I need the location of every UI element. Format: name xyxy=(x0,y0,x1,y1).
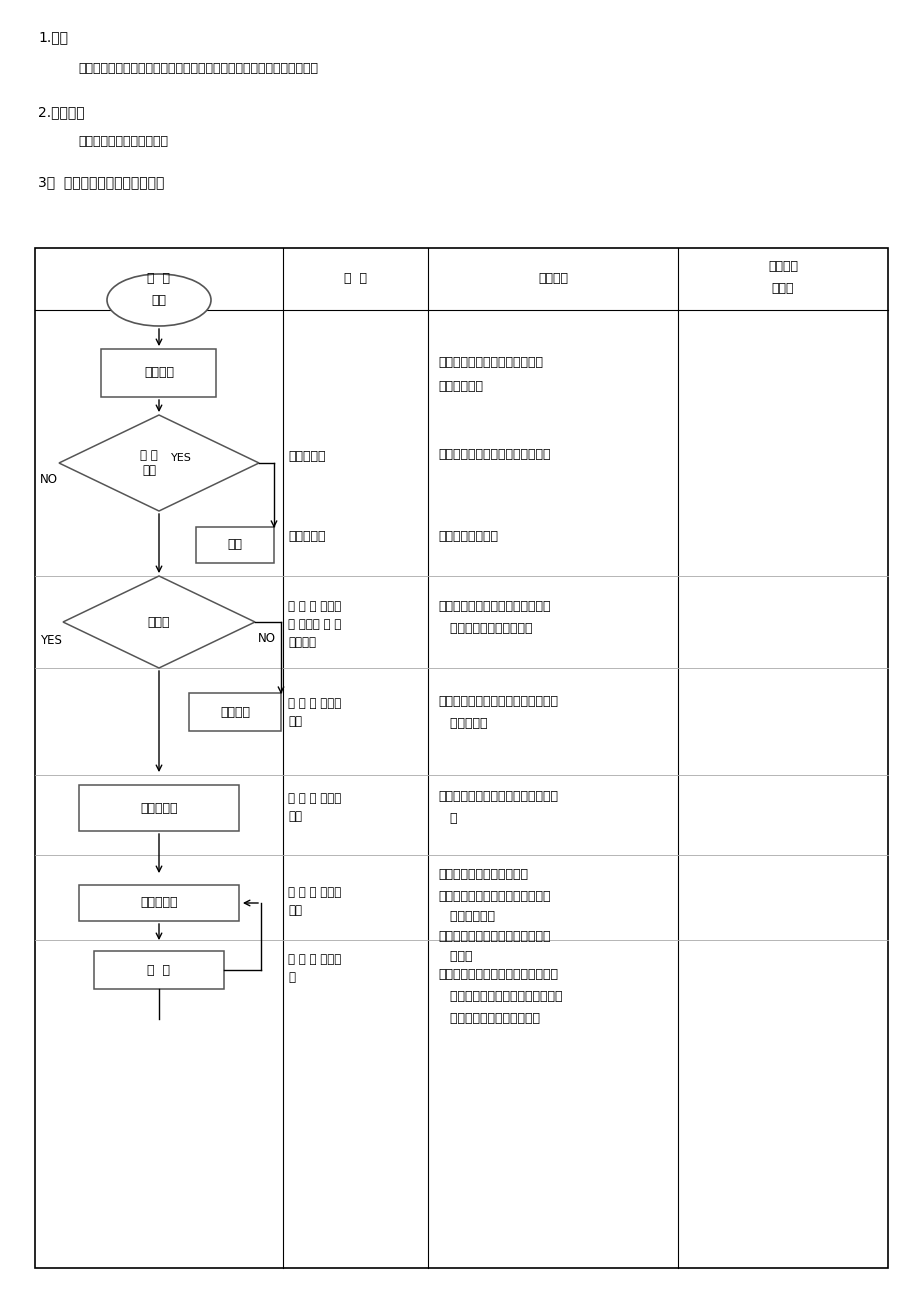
Bar xyxy=(79,784,239,831)
Text: 使用部门根据自己需要提出申请: 使用部门根据自己需要提出申请 xyxy=(437,356,542,369)
Text: 程师: 程师 xyxy=(288,810,301,823)
Text: 请: 请 xyxy=(437,812,457,825)
Text: 公司内设备、仪器采购部门: 公司内设备、仪器采购部门 xyxy=(78,136,168,149)
Text: 确 定
有无: 确 定 有无 xyxy=(140,450,158,477)
Text: 设备工程师: 设备工程师 xyxy=(288,530,325,543)
Bar xyxy=(188,693,280,731)
Text: 设备课在市场上寻找供应商: 设备课在市场上寻找供应商 xyxy=(437,868,528,881)
Text: 程师: 程师 xyxy=(288,715,301,728)
Bar xyxy=(35,248,887,1268)
Text: NO: NO xyxy=(257,632,276,645)
Text: 在上述供应商中协商，使其性价比达: 在上述供应商中协商，使其性价比达 xyxy=(437,968,558,981)
Text: 审，确定是否需要购买。: 审，确定是否需要购买。 xyxy=(437,622,532,635)
Text: 确定一个最佳性价比供应商: 确定一个最佳性价比供应商 xyxy=(437,1012,539,1025)
Text: 报价；: 报价； xyxy=(437,950,472,963)
Text: 部门经理签字: 部门经理签字 xyxy=(437,380,482,394)
Text: 开始: 开始 xyxy=(152,293,166,306)
Polygon shape xyxy=(59,414,259,511)
Text: 选  择: 选 择 xyxy=(147,963,170,976)
Text: YES: YES xyxy=(171,453,192,463)
Text: 设备工程师根据申请调用库存设备: 设备工程师根据申请调用库存设备 xyxy=(437,448,550,461)
Text: 设备课根据公司生产计划安排提出申: 设备课根据公司生产计划安排提出申 xyxy=(437,790,558,803)
Text: 门工程师: 门工程师 xyxy=(288,636,315,649)
Text: 设备课: 设备课 xyxy=(148,615,170,628)
Text: 它代用方法: 它代用方法 xyxy=(437,717,487,730)
Text: 原则一：尽可能找直接生产厂家或: 原则一：尽可能找直接生产厂家或 xyxy=(437,890,550,903)
Text: 使用部门: 使用部门 xyxy=(144,366,174,379)
Text: 设 备 主 管／工: 设 备 主 管／工 xyxy=(288,886,341,899)
Polygon shape xyxy=(62,576,255,668)
Text: 设 备 主 管／工: 设 备 主 管／工 xyxy=(288,792,341,805)
Text: 程 师／申 请 部: 程 师／申 请 部 xyxy=(288,618,341,631)
Text: ／记录: ／记录 xyxy=(771,281,793,294)
Text: 设备课提出: 设备课提出 xyxy=(140,801,177,814)
Text: 一级供应商；: 一级供应商； xyxy=(437,909,494,923)
Bar xyxy=(196,526,274,563)
Text: 3．  操作流程／职责和工作要求: 3． 操作流程／职责和工作要求 xyxy=(38,175,165,189)
Text: 设备课与使用部门工程师共同确定其: 设备课与使用部门工程师共同确定其 xyxy=(437,694,558,708)
Text: 设备工程师: 设备工程师 xyxy=(288,450,325,463)
Text: 寻找供应商: 寻找供应商 xyxy=(140,896,177,909)
Text: 设 备 主 管／工: 设 备 主 管／工 xyxy=(288,952,341,966)
Text: 2.适用范围: 2.适用范围 xyxy=(38,106,85,119)
Text: 调用: 调用 xyxy=(227,538,243,551)
Ellipse shape xyxy=(107,274,210,326)
Text: 设备课对使用单位工作内容进行评: 设备课对使用单位工作内容进行评 xyxy=(437,599,550,612)
Text: 流  程: 流 程 xyxy=(147,272,170,285)
Text: 程师: 程师 xyxy=(288,904,301,917)
Text: 工作要求: 工作要求 xyxy=(538,272,567,285)
Text: 1.目的: 1.目的 xyxy=(38,30,68,44)
Text: 程: 程 xyxy=(288,971,295,984)
Text: 发放申请部门使用: 发放申请部门使用 xyxy=(437,530,497,543)
Text: 原则二：同一产品需三家以上厂家: 原则二：同一产品需三家以上厂家 xyxy=(437,930,550,943)
Text: 相关文件: 相关文件 xyxy=(767,259,797,272)
Text: NO: NO xyxy=(40,473,58,486)
Text: 寻找代用: 寻找代用 xyxy=(220,705,250,718)
Text: 到最佳，比较所有报价供货商后，: 到最佳，比较所有报价供货商后， xyxy=(437,990,562,1003)
Text: 设 备 主 管／工: 设 备 主 管／工 xyxy=(288,697,341,710)
Text: 职  责: 职 责 xyxy=(344,272,367,285)
Text: 使公司设备、仪器购置处于有效控制之中，使采购质量达到最佳性价比。: 使公司设备、仪器购置处于有效控制之中，使采购质量达到最佳性价比。 xyxy=(78,63,318,76)
Text: 设 备 主 管／工: 设 备 主 管／工 xyxy=(288,599,341,612)
Bar xyxy=(101,349,216,397)
Text: YES: YES xyxy=(40,635,62,648)
Bar xyxy=(94,951,223,989)
Bar xyxy=(79,885,239,921)
